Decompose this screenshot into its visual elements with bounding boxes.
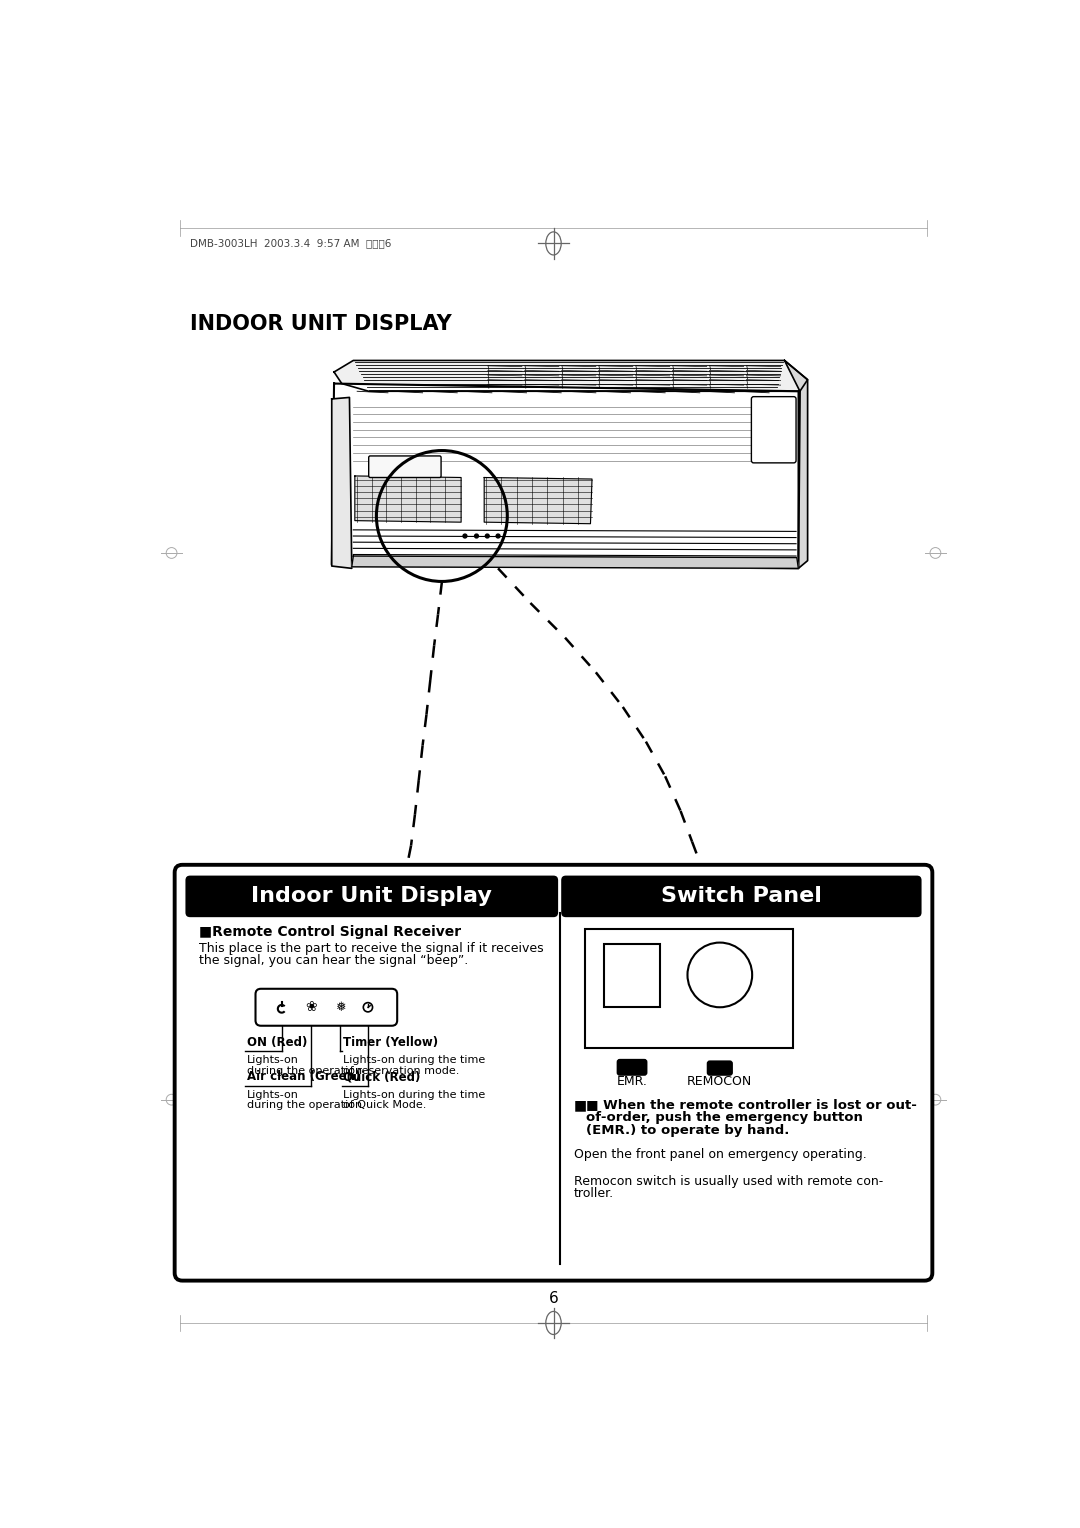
Text: Remocon switch is usually used with remote con-: Remocon switch is usually used with remo… — [573, 1175, 882, 1189]
Circle shape — [463, 535, 467, 538]
Text: ■ When the remote controller is lost or out-: ■ When the remote controller is lost or … — [585, 1099, 917, 1111]
Text: EMR.: EMR. — [617, 1076, 648, 1088]
Polygon shape — [332, 384, 800, 568]
FancyBboxPatch shape — [605, 944, 660, 1007]
FancyBboxPatch shape — [706, 1060, 733, 1076]
Circle shape — [496, 535, 500, 538]
FancyBboxPatch shape — [256, 989, 397, 1025]
Text: Timer (Yellow): Timer (Yellow) — [343, 1036, 438, 1048]
Polygon shape — [352, 556, 798, 568]
FancyBboxPatch shape — [175, 865, 932, 1280]
Polygon shape — [332, 397, 352, 568]
Text: (EMR.) to operate by hand.: (EMR.) to operate by hand. — [585, 1125, 789, 1137]
FancyBboxPatch shape — [562, 876, 921, 917]
Text: ■: ■ — [573, 1099, 586, 1112]
Text: ON (Red): ON (Red) — [247, 1036, 308, 1048]
Text: REMOCON: REMOCON — [687, 1076, 753, 1088]
Text: INDOOR UNIT DISPLAY: INDOOR UNIT DISPLAY — [190, 313, 451, 333]
Text: of reservation mode.: of reservation mode. — [343, 1067, 460, 1076]
Text: Quick (Red): Quick (Red) — [343, 1071, 421, 1083]
Circle shape — [474, 535, 478, 538]
Polygon shape — [484, 477, 592, 524]
Text: DMB-3003LH  2003.3.4  9:57 AM  페이지6: DMB-3003LH 2003.3.4 9:57 AM 페이지6 — [190, 238, 391, 249]
Text: Open the front panel on emergency operating.: Open the front panel on emergency operat… — [573, 1148, 866, 1161]
Text: ■Remote Control Signal Receiver: ■Remote Control Signal Receiver — [200, 924, 461, 938]
Polygon shape — [334, 361, 808, 391]
Text: 6: 6 — [549, 1291, 558, 1306]
Polygon shape — [784, 361, 808, 568]
Text: This place is the part to receive the signal if it receives: This place is the part to receive the si… — [200, 941, 544, 955]
Text: ❅: ❅ — [335, 1001, 346, 1013]
Text: of Quick Mode.: of Quick Mode. — [343, 1100, 427, 1111]
FancyBboxPatch shape — [585, 929, 793, 1048]
Text: Lights-on: Lights-on — [247, 1089, 299, 1100]
Text: Lights-on: Lights-on — [247, 1054, 299, 1065]
Text: Indoor Unit Display: Indoor Unit Display — [252, 886, 492, 906]
Text: Lights-on during the time: Lights-on during the time — [343, 1054, 486, 1065]
Text: troller.: troller. — [573, 1187, 613, 1201]
Text: the signal, you can hear the signal “beep”.: the signal, you can hear the signal “bee… — [200, 953, 469, 967]
Text: ❀: ❀ — [306, 1001, 316, 1015]
Text: Switch Panel: Switch Panel — [661, 886, 822, 906]
Polygon shape — [355, 475, 461, 523]
Text: Air clean (Green): Air clean (Green) — [247, 1071, 361, 1083]
FancyBboxPatch shape — [186, 876, 558, 917]
FancyBboxPatch shape — [617, 1059, 647, 1076]
Text: during the operation: during the operation — [247, 1100, 362, 1111]
Text: during the operation: during the operation — [247, 1067, 362, 1076]
Text: of-order, push the emergency button: of-order, push the emergency button — [585, 1111, 863, 1125]
FancyBboxPatch shape — [368, 455, 441, 477]
FancyBboxPatch shape — [752, 397, 796, 463]
Circle shape — [485, 535, 489, 538]
Text: Lights-on during the time: Lights-on during the time — [343, 1089, 486, 1100]
